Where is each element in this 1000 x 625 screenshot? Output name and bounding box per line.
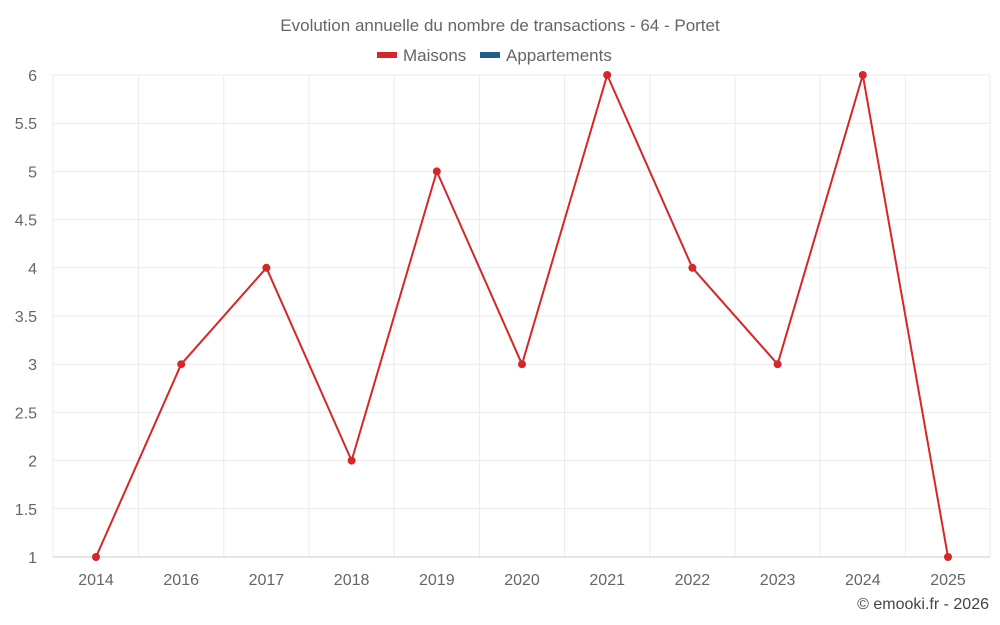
y-tick-label: 5.5 xyxy=(15,116,37,133)
x-tick-label: 2023 xyxy=(760,572,796,589)
y-tick-label: 1 xyxy=(28,550,37,567)
copyright-credit: © emooki.fr - 2026 xyxy=(857,596,989,613)
y-tick-label: 4.5 xyxy=(15,213,37,230)
y-tick-label: 3.5 xyxy=(15,309,37,326)
x-tick-label: 2019 xyxy=(419,572,455,589)
data-series xyxy=(92,71,952,561)
data-point-maisons[interactable] xyxy=(518,360,526,369)
x-tick-label: 2020 xyxy=(504,572,540,589)
data-point-maisons[interactable] xyxy=(944,553,952,561)
legend: Maisons Appartements xyxy=(377,46,612,65)
y-tick-label: 4 xyxy=(28,261,37,278)
data-point-maisons[interactable] xyxy=(603,71,612,79)
data-point-maisons[interactable] xyxy=(177,360,186,369)
y-tick-label: 2 xyxy=(28,454,37,471)
x-tick-label: 2022 xyxy=(675,572,711,589)
legend-item-appartements[interactable]: Appartements xyxy=(480,46,612,65)
x-tick-label: 2024 xyxy=(845,572,881,589)
data-point-maisons[interactable] xyxy=(688,263,697,272)
x-tick-label: 2021 xyxy=(589,572,625,589)
data-point-maisons[interactable] xyxy=(347,456,356,465)
legend-item-maisons[interactable]: Maisons xyxy=(377,46,466,65)
y-axis-tick-labels: 1 1.5 2 2.5 3 3.5 4 4.5 5 5.5 6 xyxy=(15,68,37,567)
x-tick-label: 2014 xyxy=(78,572,114,589)
legend-swatch-maisons xyxy=(377,52,397,58)
y-tick-label: 1.5 xyxy=(15,502,37,519)
y-tick-label: 6 xyxy=(28,68,37,85)
x-axis-tick-labels: 2014 2016 2017 2018 2019 2020 2021 2022 2023 2024… xyxy=(78,572,966,589)
y-tick-label: 2.5 xyxy=(15,405,37,422)
y-tick-label: 3 xyxy=(28,357,37,374)
data-point-maisons[interactable] xyxy=(92,553,100,561)
legend-label-maisons: Maisons xyxy=(403,46,466,65)
x-tick-label: 2018 xyxy=(334,572,370,589)
legend-swatch-appartements xyxy=(480,52,500,58)
x-tick-label: 2016 xyxy=(163,572,199,589)
data-point-maisons[interactable] xyxy=(262,263,271,272)
data-point-maisons[interactable] xyxy=(858,71,867,79)
x-tick-label: 2025 xyxy=(930,572,966,589)
chart-title: Evolution annuelle du nombre de transact… xyxy=(280,16,720,35)
horizontal-grid xyxy=(53,74,990,558)
data-point-maisons[interactable] xyxy=(432,167,441,176)
data-point-maisons[interactable] xyxy=(773,360,782,369)
y-tick-label: 5 xyxy=(28,164,37,181)
legend-label-appartements: Appartements xyxy=(506,46,612,65)
x-tick-label: 2017 xyxy=(249,572,285,589)
